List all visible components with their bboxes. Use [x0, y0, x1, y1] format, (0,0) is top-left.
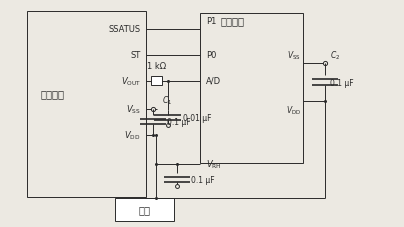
Bar [116, 198, 174, 221]
Text: 0.1 µF: 0.1 µF [330, 78, 354, 87]
Text: 微控制器: 微控制器 [221, 16, 245, 26]
Text: ST: ST [130, 51, 141, 60]
Text: 0.01 µF: 0.01 µF [183, 114, 212, 122]
Text: P0: P0 [206, 50, 217, 59]
Text: A/D: A/D [206, 76, 221, 85]
Text: SSATUS: SSATUS [109, 25, 141, 34]
Bar [200, 14, 303, 163]
Text: $C_1$: $C_1$ [162, 94, 172, 106]
Text: $C_2$: $C_2$ [330, 49, 340, 62]
Text: $V_\mathrm{OUT}$: $V_\mathrm{OUT}$ [121, 75, 141, 88]
Text: 电源: 电源 [139, 204, 151, 214]
Text: $V_\mathrm{DD}$: $V_\mathrm{DD}$ [124, 129, 141, 141]
Text: $V_\mathrm{DD}$: $V_\mathrm{DD}$ [286, 104, 301, 116]
Text: P1: P1 [206, 16, 217, 25]
Text: 0.1 µF: 0.1 µF [167, 118, 191, 126]
Bar [27, 12, 145, 197]
Text: 1 kΩ: 1 kΩ [147, 62, 166, 71]
Text: $V_\mathrm{SS}$: $V_\mathrm{SS}$ [126, 103, 141, 115]
Text: 0.1 µF: 0.1 µF [191, 175, 215, 184]
Text: 加速度计: 加速度计 [41, 88, 65, 98]
Text: $V_\mathrm{RH}$: $V_\mathrm{RH}$ [206, 158, 222, 170]
Bar [151, 77, 162, 86]
Text: $V_\mathrm{SS}$: $V_\mathrm{SS}$ [287, 49, 301, 62]
